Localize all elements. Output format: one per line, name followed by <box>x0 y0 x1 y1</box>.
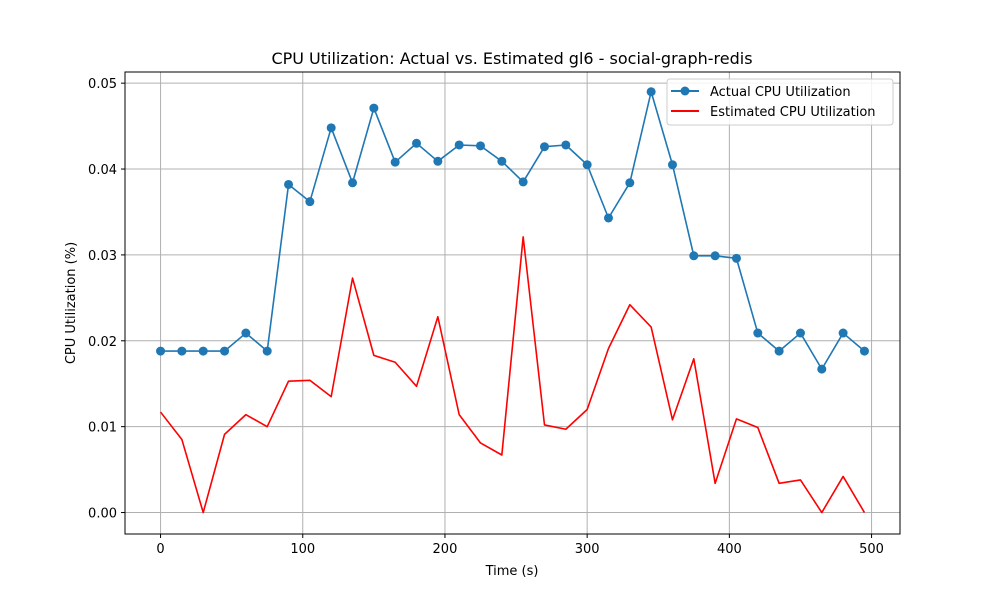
data-point <box>369 103 379 113</box>
x-tick-label: 0 <box>156 542 164 557</box>
y-axis-label: CPU Utilization (%) <box>64 242 79 364</box>
x-tick-label: 400 <box>717 542 742 557</box>
y-tick-label: 0.04 <box>88 163 117 178</box>
data-point <box>284 179 294 189</box>
data-point <box>177 346 187 356</box>
legend-box <box>666 78 894 126</box>
data-point <box>348 178 358 188</box>
x-tick-label: 300 <box>575 542 600 557</box>
data-point <box>497 156 507 166</box>
data-point <box>433 156 443 166</box>
data-point <box>454 140 464 150</box>
y-tick-label: 0.05 <box>88 77 117 92</box>
data-point <box>156 346 166 356</box>
legend-marker-actual <box>680 86 690 96</box>
data-point <box>731 253 741 263</box>
data-point <box>262 346 272 356</box>
y-tick-label: 0.02 <box>88 335 117 350</box>
x-tick-label: 100 <box>290 542 315 557</box>
data-point <box>241 328 251 338</box>
data-point <box>795 328 805 338</box>
chart-title: CPU Utilization: Actual vs. Estimated gl… <box>271 49 752 68</box>
data-point <box>774 346 784 356</box>
x-axis-label: Time (s) <box>485 564 539 579</box>
y-tick-label: 0.03 <box>88 249 117 264</box>
series-estimated <box>159 236 866 514</box>
data-point <box>561 140 571 150</box>
data-point <box>710 251 720 261</box>
data-point <box>838 328 848 338</box>
data-point <box>582 160 592 170</box>
data-point <box>603 213 613 223</box>
x-axis: 0 100 200 300 400 500 <box>156 534 884 557</box>
data-point <box>859 346 869 356</box>
legend-label-actual: Actual CPU Utilization <box>710 85 851 100</box>
x-tick-label: 500 <box>859 542 884 557</box>
legend: Actual CPU Utilization Estimated CPU Uti… <box>666 78 894 126</box>
data-point <box>753 328 763 338</box>
data-point <box>476 141 486 151</box>
series-line <box>159 236 866 514</box>
series-group <box>156 87 869 514</box>
data-point <box>305 197 315 207</box>
y-tick-label: 0.00 <box>88 507 117 522</box>
data-point <box>326 123 336 133</box>
data-point <box>539 142 549 152</box>
data-point <box>412 138 422 148</box>
series-actual <box>156 87 869 374</box>
y-tick-label: 0.01 <box>88 421 117 436</box>
plot-frame <box>124 71 901 535</box>
data-point <box>625 178 635 188</box>
data-point <box>646 87 656 97</box>
data-point <box>198 346 208 356</box>
series-line <box>160 90 865 370</box>
data-point <box>667 160 677 170</box>
y-axis: 0.00 0.01 0.02 0.03 0.04 0.05 <box>88 77 125 522</box>
data-point <box>220 346 230 356</box>
x-tick-label: 200 <box>433 542 458 557</box>
data-point <box>689 251 699 261</box>
data-point <box>817 364 827 374</box>
data-point <box>518 177 528 187</box>
legend-label-estimated: Estimated CPU Utilization <box>710 105 876 120</box>
data-point <box>390 157 400 167</box>
